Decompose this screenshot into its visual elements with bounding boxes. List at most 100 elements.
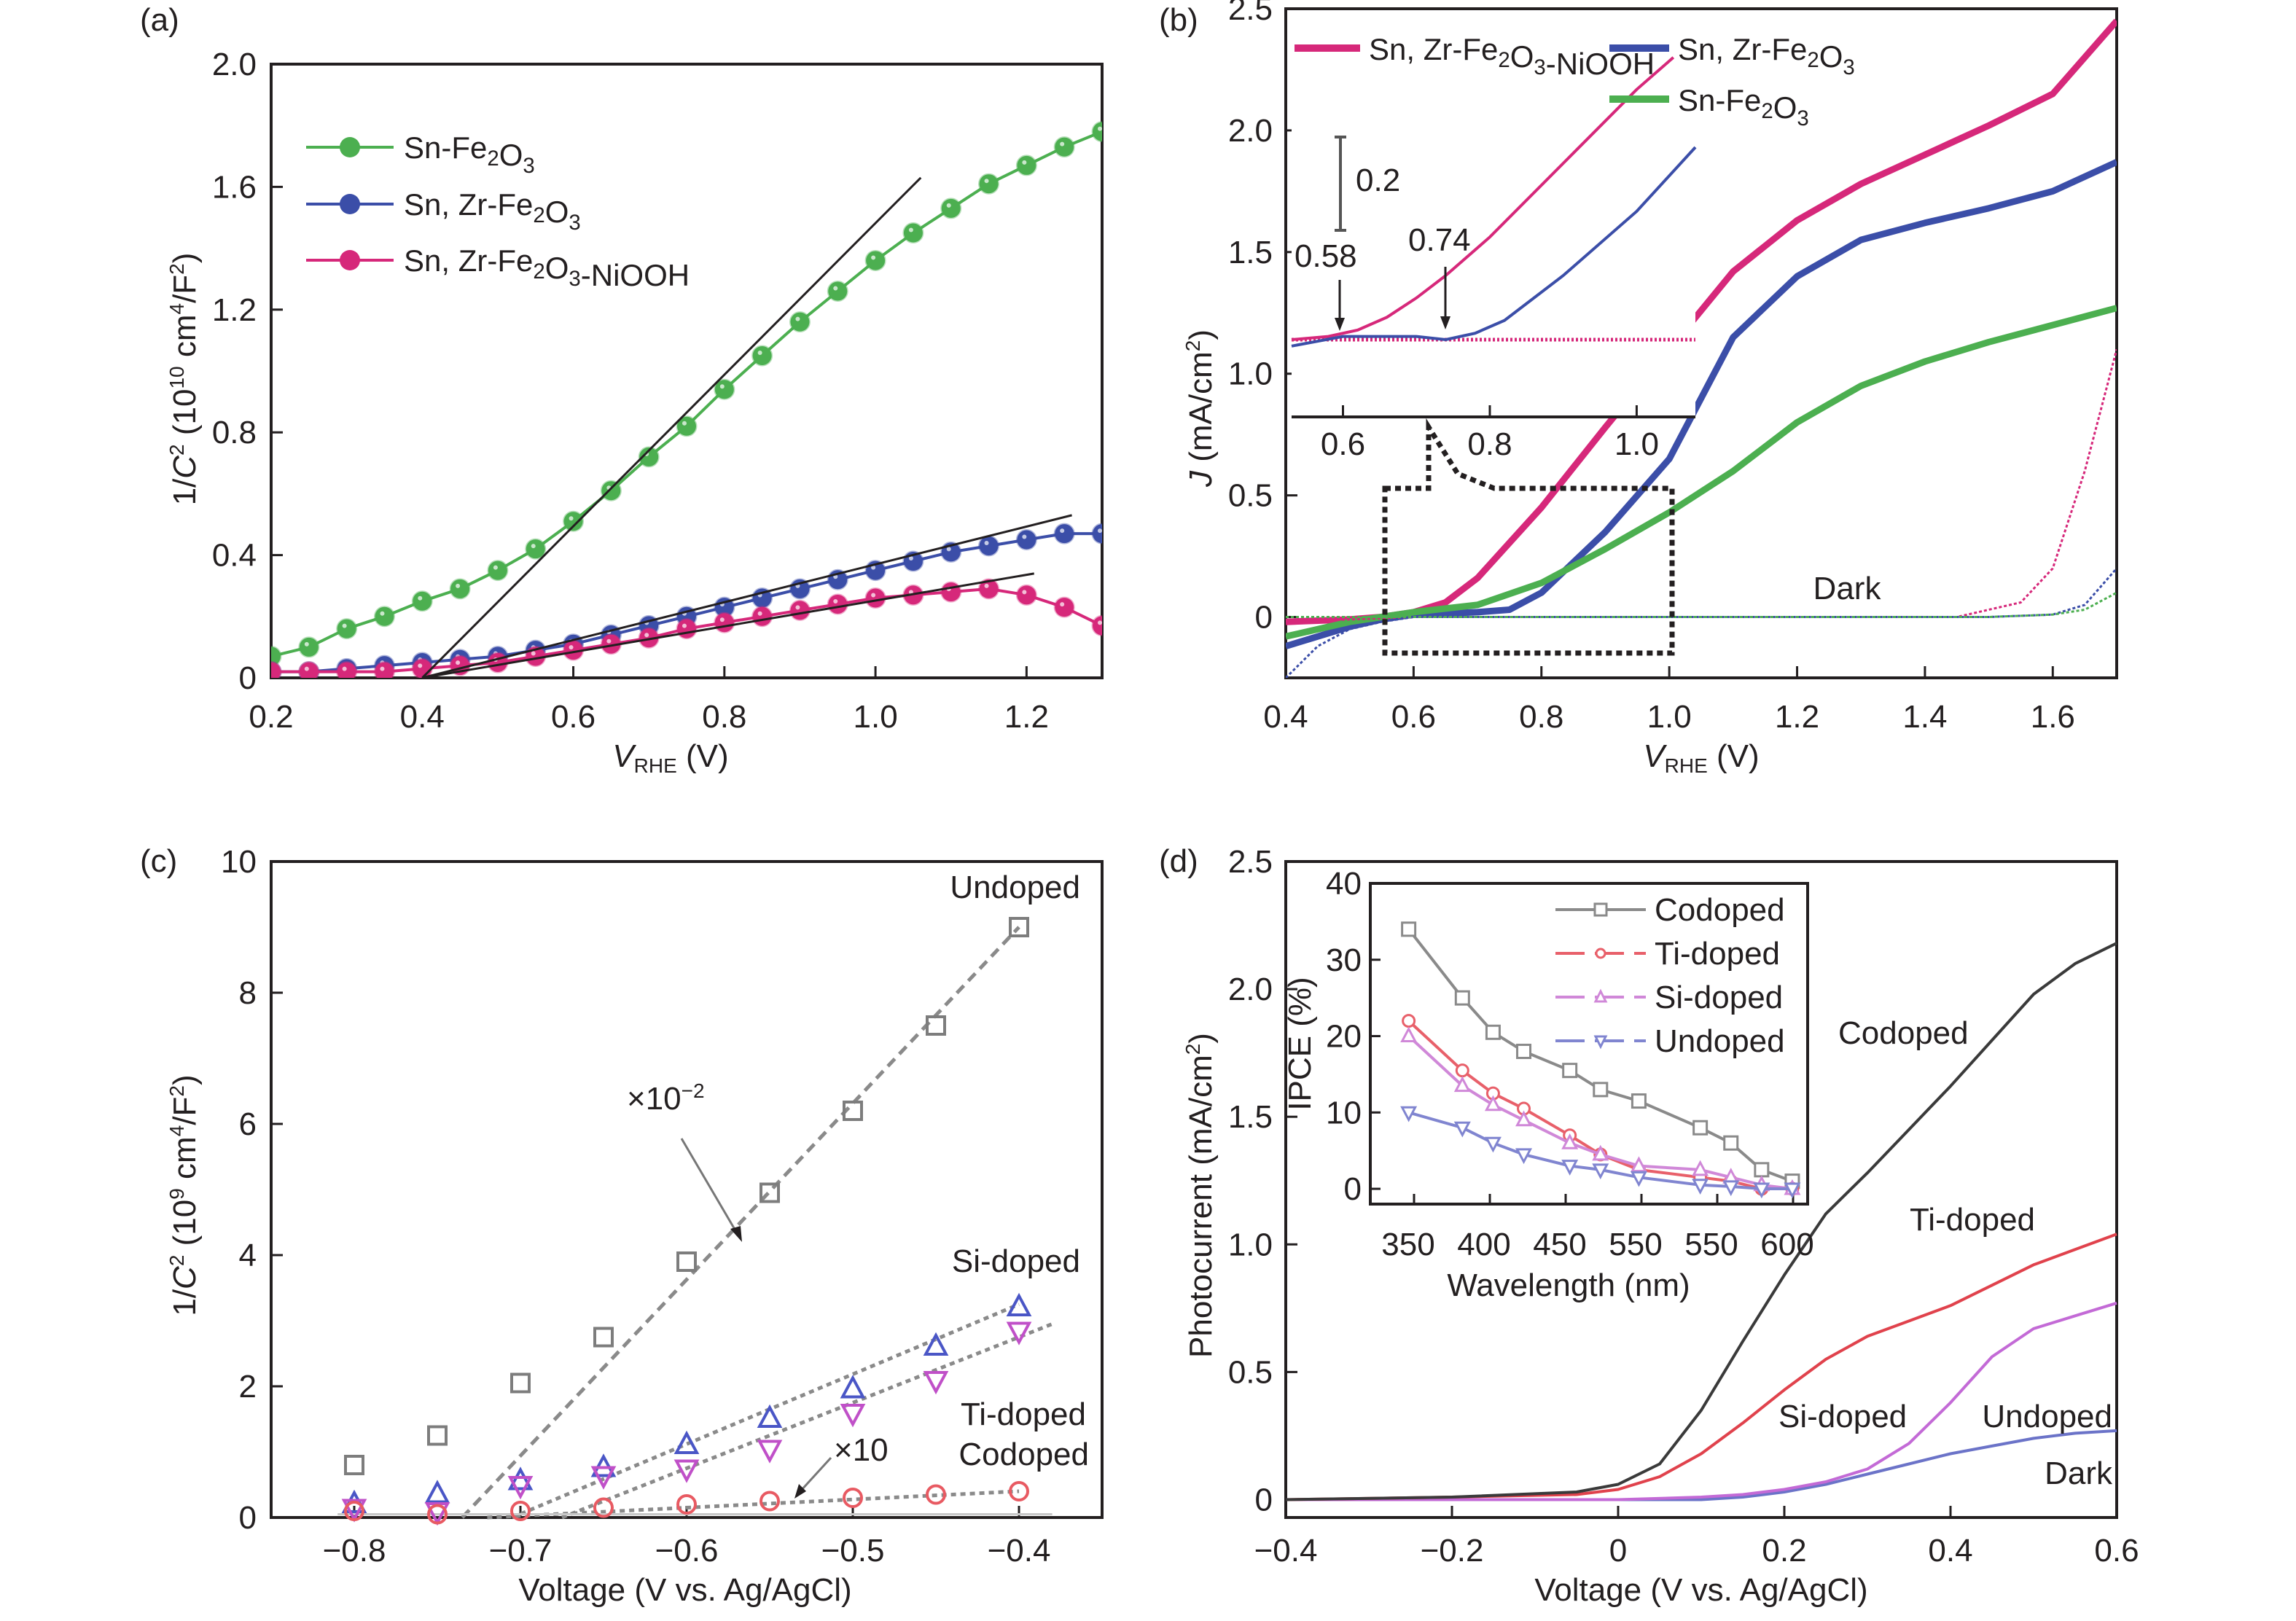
inset-point [1630, 1156, 1647, 1173]
annotation-arrow-head [730, 1226, 742, 1242]
data-point [336, 618, 358, 640]
data-point-highlight [1098, 528, 1102, 534]
inset-point [1453, 1076, 1471, 1093]
inset-y-tick-label: 0 [1344, 1171, 1362, 1207]
series-line-0 [271, 130, 1102, 658]
data-point-undoped [510, 1372, 531, 1394]
data-point-codoped [926, 1484, 946, 1505]
data-point-si-doped [923, 1332, 949, 1356]
data-point-highlight [304, 666, 309, 671]
x-tick-label: 0.2 [1762, 1533, 1806, 1569]
x-axis-title: VRHE (V) [1643, 738, 1759, 777]
inset-curve-0 [1291, 56, 1675, 341]
data-point [1091, 523, 1102, 544]
annotation-dark: Dark [1813, 571, 1882, 606]
data-point-ti-doped [923, 1371, 949, 1395]
inset-point [1592, 1163, 1609, 1180]
annotation-arrow [680, 1138, 738, 1233]
onset-arrow-head [1440, 316, 1450, 329]
inset-legend-label: Undoped [1655, 1023, 1785, 1059]
data-point-highlight [833, 286, 838, 291]
annotation-si-doped: Si-doped [1778, 1399, 1907, 1434]
data-point-undoped [676, 1251, 697, 1272]
inset-point [1455, 1063, 1469, 1078]
inset-y-tick-label: 40 [1326, 866, 1362, 902]
x-axis-title: Voltage (V vs. Ag/AgCl) [1534, 1572, 1867, 1608]
x-tick-label: 0.4 [400, 699, 445, 735]
x-tick-label: 0.2 [249, 699, 293, 735]
annotation-si-doped: Si-doped [952, 1243, 1080, 1279]
light-curve-2 [1286, 305, 2117, 640]
inset-point [1484, 1095, 1502, 1112]
inset-point [1454, 990, 1470, 1006]
data-point-highlight [719, 617, 725, 622]
data-point-codoped [760, 1491, 780, 1512]
data-point-ti-doped [840, 1404, 866, 1428]
x-tick-label: 1.2 [1004, 699, 1049, 735]
data-point [1015, 155, 1037, 176]
data-point [298, 661, 320, 678]
data-point-highlight [418, 663, 423, 668]
panel-label: (c) [140, 843, 177, 879]
data-point [902, 222, 924, 244]
data-point-codoped [593, 1497, 614, 1518]
curve-si-doped [1286, 1301, 2117, 1501]
fit-line-1 [511, 1302, 1020, 1520]
data-point [1053, 523, 1075, 544]
inset-point [1484, 1136, 1502, 1153]
inset-point [1692, 1120, 1709, 1136]
data-point [789, 311, 811, 333]
y-axis-title: Photocurrent (mA/cm2) [1182, 1033, 1219, 1358]
y-tick-label: 0.8 [212, 415, 257, 450]
data-point [827, 281, 848, 302]
data-point [827, 593, 848, 615]
data-point-highlight [456, 660, 461, 665]
data-point-highlight [1060, 528, 1065, 534]
inset-legend-label: Si-doped [1655, 980, 1783, 1015]
data-point-highlight [833, 598, 838, 604]
inset-y-axis-title: IPCE (%) [1282, 977, 1318, 1110]
x-tick-label: −0.8 [323, 1533, 386, 1569]
x-tick-label: 1.6 [2031, 699, 2075, 735]
legend-label: Sn, Zr-Fe2O3-NiOOH [1369, 32, 1655, 81]
data-point-highlight [456, 583, 461, 588]
y-tick-label: 1.0 [1228, 356, 1273, 392]
data-point-highlight [795, 605, 800, 610]
dark-curve-4 [1286, 567, 2117, 678]
panel-a: (a) 0.2 0.4 0.6 0.8 1.0 1.2 0 0.4 0.8 1.2 1.6 2.0 VRH… [140, 2, 1104, 777]
inset-point [1692, 1160, 1709, 1176]
inset-point [1561, 1160, 1579, 1176]
data-point [487, 560, 509, 582]
data-point-highlight [871, 593, 876, 598]
panel-label: (d) [1159, 843, 1198, 879]
data-point-highlight [795, 316, 800, 321]
data-point-highlight [984, 179, 989, 184]
panel-d: (d) −0.4 −0.2 0 0.2 0.4 0.6 0 0.5 1.0 1.5 2.0 2.5 Vol… [1159, 843, 2139, 1608]
x-tick-label: −0.6 [655, 1533, 719, 1569]
data-point-highlight [380, 666, 385, 671]
data-point-si-doped [840, 1375, 866, 1399]
y-tick-label: 6 [239, 1106, 257, 1142]
data-point-ti-doped [757, 1440, 783, 1464]
panel-b: (b) 0.4 0.6 0.8 1.0 1.2 1.4 1.6 0 0.5 1.0 1.5 2.0 2.5… [1159, 0, 2118, 777]
data-point [789, 599, 811, 621]
data-point [336, 661, 358, 678]
data-point-highlight [1060, 141, 1065, 147]
x-tick-label: 0.6 [1391, 699, 1436, 735]
data-point [271, 661, 282, 678]
plot-frame [1284, 860, 2118, 1519]
legend-label: Sn-Fe2O3 [404, 130, 535, 178]
data-point [1091, 121, 1102, 143]
y-tick-label: 2.0 [1228, 972, 1273, 1007]
data-point [1015, 529, 1037, 551]
data-point-undoped [843, 1101, 863, 1121]
inset-point [1516, 1043, 1532, 1059]
annotation-ti-doped: Ti-doped [1910, 1202, 2035, 1238]
data-point [373, 606, 395, 628]
data-point-ti-doped [590, 1466, 617, 1490]
plot-frame [270, 63, 1104, 679]
x-tick-label: −0.4 [1254, 1533, 1318, 1569]
inset-x-axis-title: Wavelength (nm) [1447, 1267, 1690, 1303]
y-tick-label: 1.2 [212, 292, 257, 328]
data-point-highlight [984, 583, 989, 588]
